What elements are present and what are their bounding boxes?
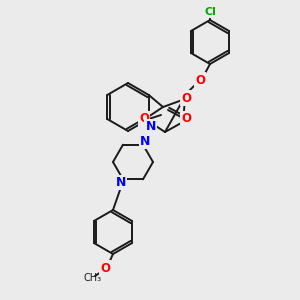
Text: N: N	[146, 121, 156, 134]
Text: O: O	[181, 112, 191, 125]
Text: N: N	[116, 176, 126, 189]
Text: N: N	[140, 135, 150, 148]
Text: CH₃: CH₃	[84, 273, 102, 283]
Text: Cl: Cl	[204, 7, 216, 17]
Text: O: O	[139, 112, 149, 125]
Text: O: O	[181, 92, 191, 104]
Text: O: O	[100, 262, 110, 275]
Text: O: O	[195, 74, 205, 86]
